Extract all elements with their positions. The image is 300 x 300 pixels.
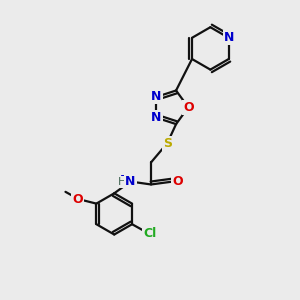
Text: H: H bbox=[121, 176, 129, 186]
Text: O: O bbox=[183, 101, 194, 114]
Text: N: N bbox=[120, 174, 130, 188]
Text: N: N bbox=[125, 175, 136, 188]
Text: H: H bbox=[117, 176, 126, 187]
Text: N: N bbox=[151, 90, 161, 104]
Text: S: S bbox=[163, 137, 172, 150]
Text: Cl: Cl bbox=[143, 226, 156, 240]
Text: N: N bbox=[151, 111, 161, 124]
Text: O: O bbox=[72, 193, 83, 206]
Text: N: N bbox=[224, 31, 234, 44]
Text: O: O bbox=[172, 175, 183, 188]
